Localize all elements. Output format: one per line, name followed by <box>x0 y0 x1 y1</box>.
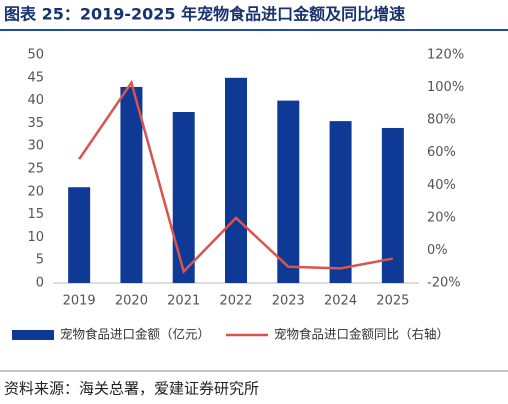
chart-title: 图表 25：2019-2025 年宠物食品进口金额及同比增速 <box>4 5 405 24</box>
bar <box>381 127 404 284</box>
y-tick-label: 25 <box>27 162 44 177</box>
y-tick-label: 0 <box>36 276 44 291</box>
y2-tick-label: 0% <box>427 243 448 258</box>
bar <box>225 77 247 283</box>
x-tick-label: 2019 <box>63 294 96 309</box>
x-tick-label: 2020 <box>115 294 148 309</box>
y-tick-label: 15 <box>27 207 44 222</box>
y2-tick-label: 40% <box>427 178 456 193</box>
legend-label: 宠物食品进口金额同比（右轴） <box>274 327 449 342</box>
bar <box>172 112 195 283</box>
bar <box>68 187 91 283</box>
y-tick-label: 5 <box>36 253 44 268</box>
y-tick-label: 10 <box>27 230 44 245</box>
y-tick-label: 45 <box>27 70 44 85</box>
y-tick-label: 40 <box>27 93 44 108</box>
y2-tick-label: 20% <box>427 210 456 225</box>
y2-tick-label: -20% <box>427 276 461 291</box>
legend-swatch <box>12 330 54 340</box>
bar <box>277 100 300 283</box>
bar <box>329 121 352 284</box>
y2-tick-label: 80% <box>427 113 456 128</box>
y-tick-label: 35 <box>27 116 44 131</box>
x-tick-label: 2023 <box>272 294 305 309</box>
x-tick-label: 2024 <box>324 294 357 309</box>
y2-tick-label: 60% <box>427 145 456 160</box>
y-tick-label: 50 <box>27 48 44 63</box>
x-tick-label: 2022 <box>219 294 252 309</box>
y2-tick-label: 100% <box>427 80 464 95</box>
source: 资料来源：海关总署，爱建证券研究所 <box>4 380 259 398</box>
bar <box>120 86 143 283</box>
x-tick-label: 2025 <box>376 294 409 309</box>
y2-tick-label: 120% <box>427 48 464 63</box>
y-tick-label: 20 <box>27 184 44 199</box>
line <box>78 79 394 275</box>
x-tick-label: 2021 <box>167 294 200 309</box>
legend-label: 宠物食品进口金额（亿元） <box>60 327 210 342</box>
y-tick-label: 30 <box>27 139 44 154</box>
